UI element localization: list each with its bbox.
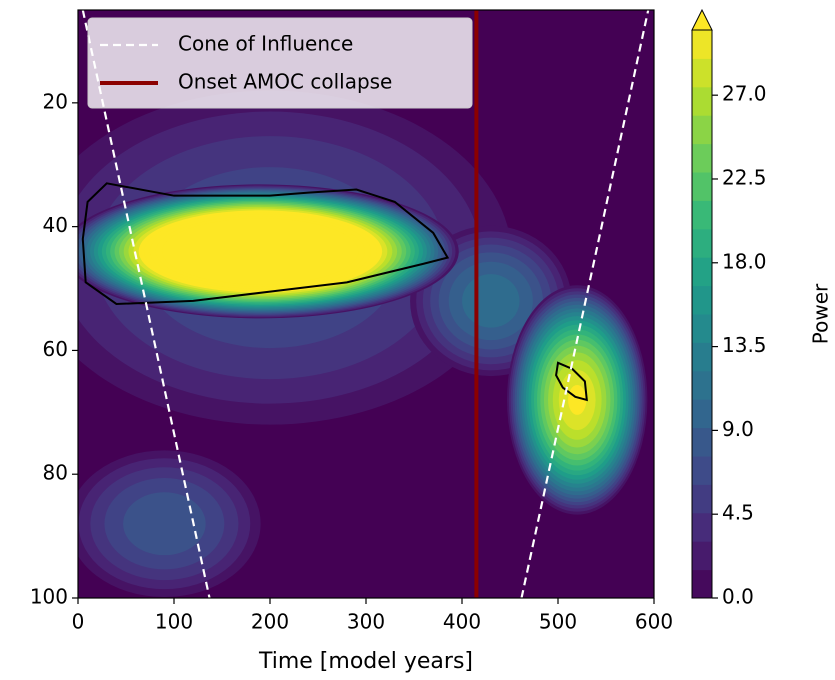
colorbar-extend bbox=[691, 8, 713, 31]
significance-contour bbox=[555, 361, 588, 402]
x-tick-label: 300 bbox=[347, 610, 385, 634]
colorbar-band bbox=[692, 370, 712, 400]
x-tick-label: 100 bbox=[155, 610, 193, 634]
plot-area bbox=[78, 10, 654, 598]
cone-of-influence bbox=[81, 10, 650, 598]
colorbar-band bbox=[692, 456, 712, 485]
colorbar-tick-label: 9.0 bbox=[722, 417, 754, 441]
colorbar-band bbox=[692, 342, 712, 372]
colorbar-tick-label: 22.5 bbox=[722, 165, 767, 189]
colorbar-band bbox=[692, 143, 712, 173]
legend-label: Cone of Influence bbox=[178, 32, 353, 56]
legend-box bbox=[87, 17, 473, 109]
y-tick-label: 100 bbox=[30, 585, 68, 609]
y-tick-label: 60 bbox=[43, 337, 68, 361]
colorbar-band bbox=[692, 86, 712, 116]
power-level bbox=[123, 492, 206, 556]
colorbar-tick-label: 18.0 bbox=[722, 249, 767, 273]
power-level bbox=[462, 274, 520, 328]
x-tick-label: 400 bbox=[443, 610, 481, 634]
y-tick-label: 20 bbox=[43, 89, 68, 113]
colorbar-band bbox=[692, 314, 712, 343]
x-tick-label: 600 bbox=[635, 610, 673, 634]
colorbar-band bbox=[692, 512, 712, 542]
x-tick-label: 200 bbox=[251, 610, 289, 634]
colorbar-band bbox=[692, 172, 712, 201]
colorbar-tick-label: 13.5 bbox=[722, 333, 767, 357]
colorbar-band bbox=[692, 58, 712, 88]
colorbar-band bbox=[692, 285, 712, 315]
power-level bbox=[568, 385, 587, 415]
colorbar-band bbox=[692, 541, 712, 571]
colorbar-band bbox=[692, 200, 712, 230]
colorbar-band bbox=[692, 30, 712, 59]
colorbar-tick-label: 27.0 bbox=[722, 82, 767, 106]
colorbar-band bbox=[692, 427, 712, 457]
colorbar-tick-label: 0.0 bbox=[722, 585, 754, 609]
colorbar-band bbox=[692, 484, 712, 514]
x-tick-label: 500 bbox=[539, 610, 577, 634]
y-tick-label: 80 bbox=[43, 461, 68, 485]
y-tick-label: 40 bbox=[43, 213, 68, 237]
colorbar-band bbox=[692, 115, 712, 145]
significance-contour bbox=[81, 182, 450, 306]
colorbar-tick-label: 4.5 bbox=[722, 501, 754, 525]
colorbar-band bbox=[692, 569, 712, 599]
colorbar-band bbox=[692, 228, 712, 258]
x-tick-label: 0 bbox=[72, 610, 85, 634]
x-axis-label: Time [model years] bbox=[258, 649, 473, 674]
legend-label: Onset AMOC collapse bbox=[178, 70, 392, 94]
colorbar-frame bbox=[691, 30, 713, 599]
colorbar-band bbox=[692, 257, 712, 287]
power-level bbox=[162, 218, 359, 285]
colorbar-label: Power bbox=[809, 283, 833, 344]
colorbar-band bbox=[692, 399, 712, 429]
